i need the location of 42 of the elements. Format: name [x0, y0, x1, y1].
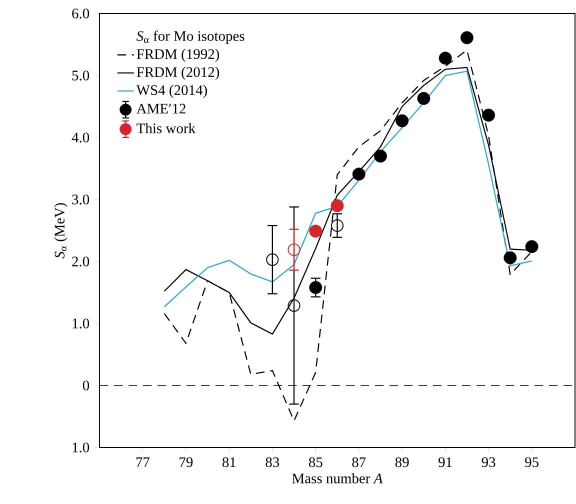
x-tick-label: 77 [136, 458, 150, 468]
x-tick-label: 87 [352, 458, 366, 468]
y-tick-label: 2.0 [72, 256, 90, 267]
point [288, 244, 300, 256]
legend-title: S$_{α}$ for Mo isotopes [136, 30, 244, 44]
point [417, 92, 430, 106]
point [288, 299, 300, 312]
y-tick-label: 1.0 [72, 442, 90, 453]
point [504, 252, 517, 264]
point [330, 199, 344, 212]
point [374, 150, 387, 163]
point [460, 31, 474, 44]
point [482, 108, 496, 122]
legend-label: This work [136, 123, 196, 134]
x-axis-title: Mass number A [292, 473, 383, 484]
y-tick-label: 0 [82, 380, 90, 391]
y-tick-label: 5.0 [72, 70, 90, 81]
y-tick-label: 6.0 [72, 8, 90, 19]
y-tick-label: 3.0 [72, 194, 90, 205]
point [309, 224, 322, 238]
point [309, 281, 322, 294]
legend-label: AME′12 [136, 104, 186, 114]
point [330, 219, 344, 232]
x-tick-label: 89 [395, 458, 409, 468]
x-tick-label: 85 [308, 458, 322, 468]
x-tick-label: 93 [482, 458, 496, 468]
x-tick-label: 79 [180, 458, 193, 468]
y-axis-title: S$_{α}$ (MeV) [54, 203, 68, 259]
point [438, 52, 452, 65]
point [352, 168, 366, 181]
legend-label: FRDM (2012) [136, 67, 220, 80]
legend-label: WS4 (2014) [136, 85, 207, 98]
y-tick-label: 1.0 [72, 318, 90, 329]
point [525, 240, 538, 254]
point [396, 114, 409, 128]
x-tick-label: 91 [438, 458, 452, 468]
x-tick-label: 95 [525, 458, 538, 468]
legend-label: FRDM (1992) [136, 48, 220, 62]
y-tick-label: 4.0 [72, 132, 90, 143]
x-tick-label: 81 [222, 458, 236, 468]
point [266, 254, 279, 266]
x-tick-label: 83 [266, 458, 280, 468]
